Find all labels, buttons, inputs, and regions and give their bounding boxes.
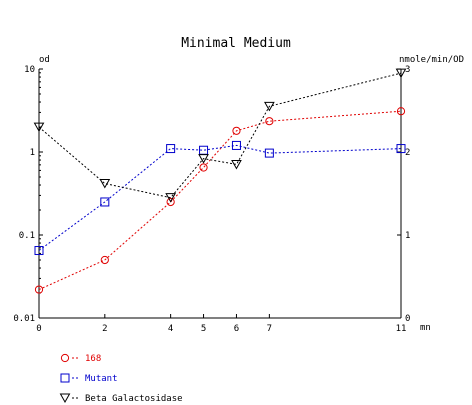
legend-label: Beta Galactosidase — [85, 394, 183, 404]
data-point — [396, 107, 406, 116]
x-tick-label: 6 — [234, 324, 239, 334]
y-left-tick-label: 0.1 — [19, 231, 35, 241]
y-left-tick-label: 0.01 — [13, 314, 35, 324]
legend-item: Beta Galactosidase — [59, 393, 183, 404]
series-beta-galactosidase — [33, 68, 407, 203]
y-left-tick-label: 1 — [30, 148, 35, 158]
data-point — [231, 159, 242, 170]
y-right-tick-label: 2 — [405, 148, 410, 158]
data-point — [232, 126, 241, 135]
y-left-tick-label: 10 — [24, 65, 35, 75]
data-point — [166, 197, 175, 207]
series-layer — [33, 68, 407, 294]
x-tick-label: 5 — [201, 324, 206, 334]
data-point — [165, 193, 176, 203]
data-point — [99, 179, 111, 189]
x-tick-label: 7 — [267, 324, 272, 334]
data-point — [100, 255, 109, 265]
y-right-tick-label: 0 — [405, 314, 410, 324]
x-tick-label: 0 — [36, 324, 41, 334]
data-point — [33, 122, 45, 133]
y-left-unit-label: od — [39, 55, 50, 65]
series-168 — [34, 107, 406, 294]
legend-item: 168 — [60, 353, 101, 364]
legend-marker — [60, 353, 70, 363]
legend-marker — [60, 373, 70, 383]
series-line — [38, 110, 402, 291]
data-point — [34, 246, 44, 256]
x-unit-label: mn — [420, 323, 431, 333]
series-line — [38, 72, 402, 199]
series-mutant — [34, 140, 406, 256]
y-right-unit-label: nmole/min/OD — [399, 55, 464, 65]
data-point — [34, 285, 44, 294]
legend-label: Mutant — [85, 374, 118, 384]
legend: 168 Mutant Beta Galactosidase — [59, 353, 183, 404]
chart-title: Minimal Medium — [181, 36, 291, 51]
data-point — [264, 148, 274, 158]
legend-marker — [59, 393, 71, 404]
data-point — [265, 117, 274, 126]
data-point — [100, 197, 110, 207]
data-point — [264, 101, 275, 112]
data-point — [396, 144, 406, 154]
y-right-tick-label: 3 — [405, 65, 410, 75]
series-line — [38, 144, 402, 251]
data-point — [166, 144, 176, 154]
data-point — [395, 68, 407, 79]
x-tick-label: 2 — [102, 324, 107, 334]
legend-item: Mutant — [60, 373, 118, 384]
x-tick-label: 11 — [396, 324, 407, 334]
data-point — [199, 163, 208, 172]
data-point — [198, 154, 209, 164]
x-tick-label: 4 — [168, 324, 173, 334]
data-point — [231, 140, 241, 150]
legend-label: 168 — [85, 354, 101, 364]
y-right-tick-label: 1 — [405, 231, 410, 241]
